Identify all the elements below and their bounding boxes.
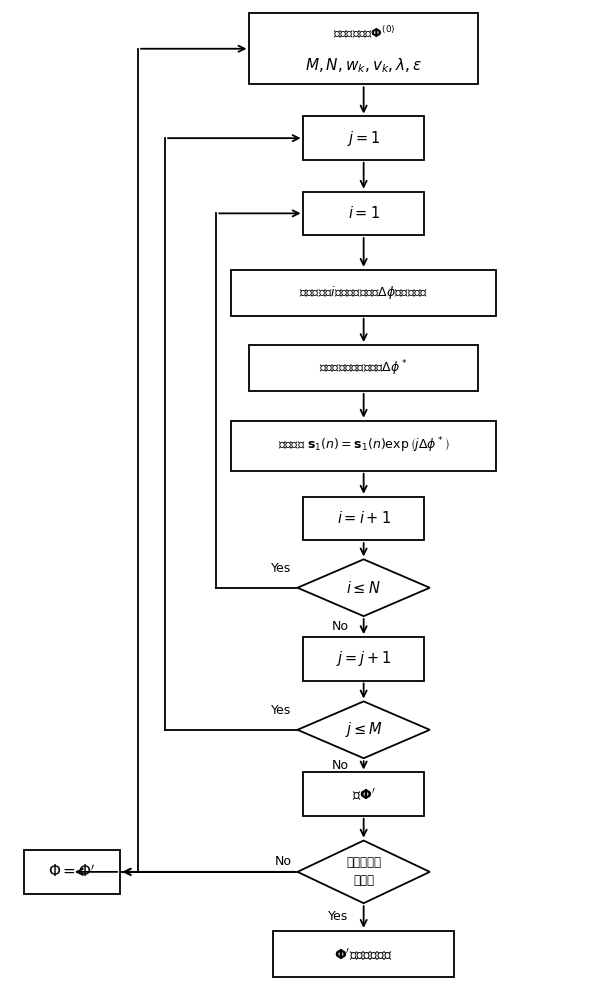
Bar xyxy=(304,116,424,160)
Text: $i\leq N$: $i\leq N$ xyxy=(347,580,381,596)
Polygon shape xyxy=(297,701,430,758)
Text: 得$\boldsymbol{\Phi}^{\prime}$: 得$\boldsymbol{\Phi}^{\prime}$ xyxy=(352,786,376,802)
Text: 得到关于第$i$个码片相位增量$\Delta\phi$的目标函数: 得到关于第$i$个码片相位增量$\Delta\phi$的目标函数 xyxy=(299,284,428,301)
Bar xyxy=(304,637,424,681)
Bar xyxy=(231,270,496,316)
Text: 求出使目标函数最小的$\Delta\phi^*$: 求出使目标函数最小的$\Delta\phi^*$ xyxy=(319,358,408,378)
Text: $j=1$: $j=1$ xyxy=(347,129,381,148)
Polygon shape xyxy=(297,841,430,903)
Bar xyxy=(304,497,424,540)
Text: $i=i+1$: $i=i+1$ xyxy=(337,510,390,526)
Bar xyxy=(249,13,478,84)
Bar xyxy=(249,345,478,391)
Bar xyxy=(304,192,424,235)
Text: No: No xyxy=(331,620,348,633)
Bar xyxy=(24,850,120,894)
Text: $j=j+1$: $j=j+1$ xyxy=(336,649,392,668)
Text: Yes: Yes xyxy=(271,704,291,717)
Text: $\mathit{\Phi}=\mathit{\Phi}^{\prime}$: $\mathit{\Phi}=\mathit{\Phi}^{\prime}$ xyxy=(48,864,96,880)
Text: $M,N,w_k,v_k,\lambda,\varepsilon$: $M,N,w_k,v_k,\lambda,\varepsilon$ xyxy=(305,56,422,75)
Text: 更新序列 $\mathbf{s}_1(n)=\mathbf{s}_1(n)\exp\left(j\Delta\phi^*\right)$: 更新序列 $\mathbf{s}_1(n)=\mathbf{s}_1(n)\ex… xyxy=(278,436,450,455)
Text: Yes: Yes xyxy=(328,910,348,923)
Text: 满足迭代停
止条件: 满足迭代停 止条件 xyxy=(346,856,381,887)
Text: $i=1$: $i=1$ xyxy=(348,205,379,221)
Text: No: No xyxy=(274,855,291,868)
Text: No: No xyxy=(331,759,348,772)
Bar xyxy=(273,931,454,977)
Polygon shape xyxy=(297,559,430,616)
Text: Yes: Yes xyxy=(271,562,291,575)
Bar xyxy=(231,421,496,471)
Text: $j\leq M$: $j\leq M$ xyxy=(345,720,382,739)
Text: $\boldsymbol{\Phi}^{\prime}$即为所求序列: $\boldsymbol{\Phi}^{\prime}$即为所求序列 xyxy=(334,946,393,962)
Bar xyxy=(304,772,424,816)
Text: 输入初始相位$\boldsymbol{\Phi}^{(0)}$: 输入初始相位$\boldsymbol{\Phi}^{(0)}$ xyxy=(333,26,395,42)
